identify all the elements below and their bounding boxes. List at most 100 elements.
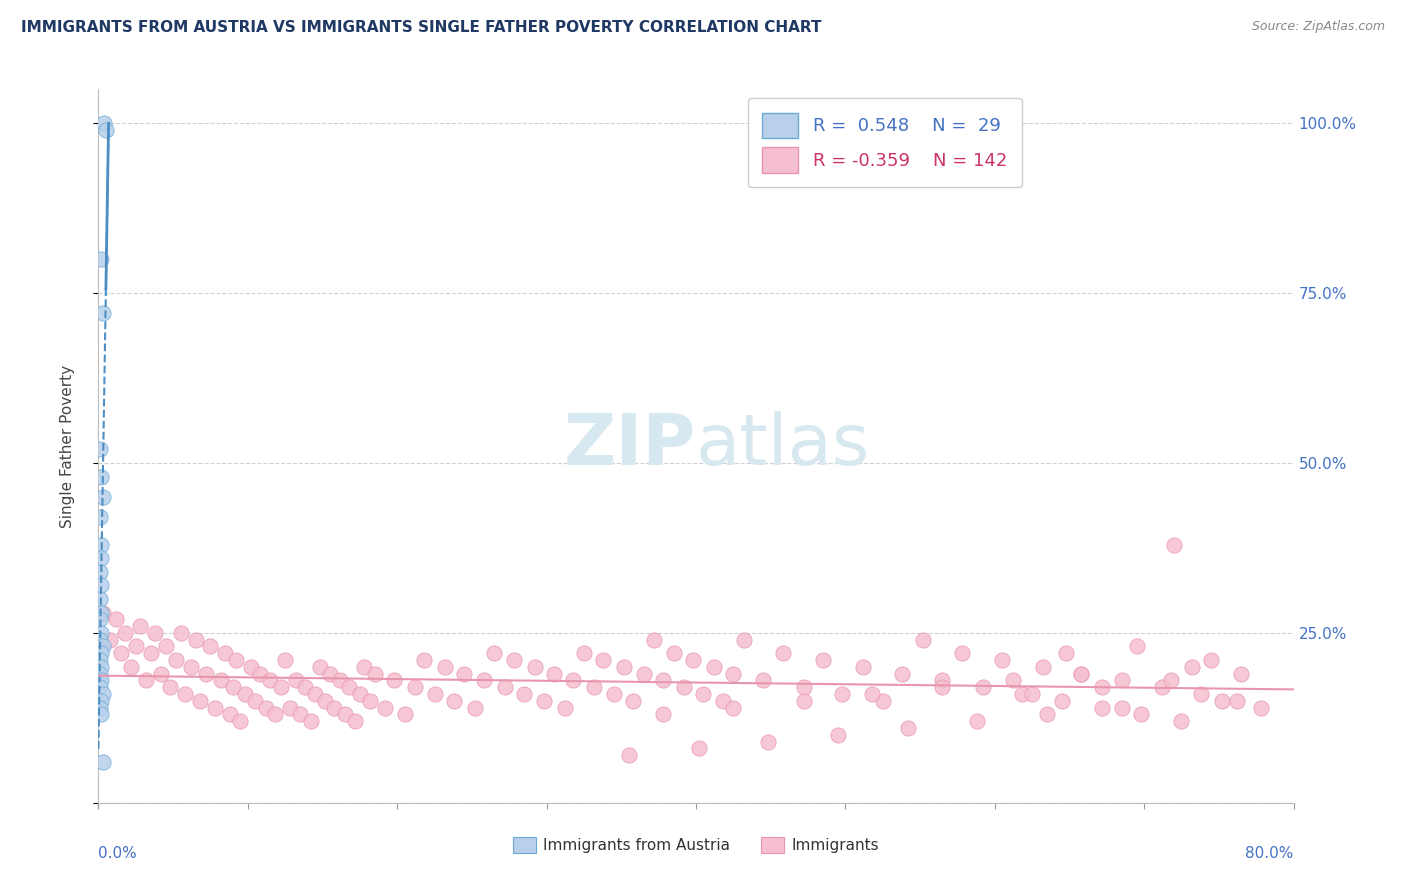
Point — [98, 632, 122, 647]
Point — [94, 123, 117, 137]
Point — [1032, 660, 1054, 674]
Point — [308, 660, 330, 674]
Point — [852, 660, 875, 674]
Point — [484, 646, 506, 660]
Point — [323, 700, 346, 714]
Point — [1189, 687, 1212, 701]
Point — [1152, 680, 1174, 694]
Point — [184, 632, 207, 647]
Point — [89, 653, 111, 667]
Point — [105, 612, 128, 626]
Point — [329, 673, 352, 688]
Point — [652, 673, 675, 688]
Point — [89, 700, 111, 714]
Point — [733, 632, 755, 647]
Point — [1211, 694, 1233, 708]
Point — [114, 626, 136, 640]
Point — [688, 741, 710, 756]
Y-axis label: Single Father Poverty: Single Father Poverty — [60, 365, 75, 527]
Point — [513, 687, 536, 701]
Point — [1070, 666, 1092, 681]
Point — [90, 469, 112, 483]
Point — [259, 673, 281, 688]
Point — [1226, 694, 1249, 708]
Point — [897, 721, 920, 735]
Point — [263, 707, 285, 722]
Point — [872, 694, 894, 708]
Point — [443, 694, 465, 708]
Text: 80.0%: 80.0% — [1246, 846, 1294, 861]
Point — [174, 687, 197, 701]
Point — [315, 694, 337, 708]
Point — [169, 626, 191, 640]
Legend: Immigrants from Austria, Immigrants: Immigrants from Austria, Immigrants — [506, 831, 886, 859]
Point — [89, 680, 111, 694]
Point — [793, 694, 815, 708]
Point — [91, 306, 114, 320]
Point — [204, 700, 226, 714]
Point — [90, 537, 112, 551]
Point — [344, 714, 367, 729]
Point — [195, 666, 218, 681]
Point — [827, 728, 849, 742]
Point — [394, 707, 416, 722]
Point — [991, 653, 1014, 667]
Point — [673, 680, 696, 694]
Point — [353, 660, 375, 674]
Point — [89, 565, 111, 579]
Point — [229, 714, 252, 729]
Point — [254, 700, 277, 714]
Point — [1011, 687, 1033, 701]
Point — [249, 666, 271, 681]
Point — [339, 680, 361, 694]
Point — [1021, 687, 1043, 701]
Point — [233, 687, 256, 701]
Point — [603, 687, 626, 701]
Text: Source: ZipAtlas.com: Source: ZipAtlas.com — [1251, 20, 1385, 33]
Point — [583, 680, 606, 694]
Point — [950, 646, 973, 660]
Point — [703, 660, 725, 674]
Point — [1070, 666, 1092, 681]
Point — [860, 687, 883, 701]
Point — [90, 707, 112, 722]
Point — [592, 653, 614, 667]
Point — [1111, 673, 1133, 688]
Point — [1230, 666, 1253, 681]
Point — [245, 694, 267, 708]
Point — [1181, 660, 1204, 674]
Point — [692, 687, 714, 701]
Point — [621, 694, 644, 708]
Point — [472, 673, 495, 688]
Text: 0.0%: 0.0% — [98, 846, 138, 861]
Point — [278, 700, 301, 714]
Point — [423, 687, 446, 701]
Point — [1160, 673, 1182, 688]
Point — [502, 653, 524, 667]
Point — [723, 666, 745, 681]
Point — [180, 660, 202, 674]
Point — [617, 748, 640, 763]
Point — [333, 707, 356, 722]
Point — [1111, 700, 1133, 714]
Point — [756, 734, 779, 748]
Point — [891, 666, 914, 681]
Point — [494, 680, 516, 694]
Point — [135, 673, 157, 688]
Point — [633, 666, 655, 681]
Point — [1201, 653, 1223, 667]
Point — [91, 687, 114, 701]
Point — [319, 666, 342, 681]
Point — [284, 673, 307, 688]
Point — [1125, 640, 1147, 654]
Point — [110, 646, 132, 660]
Point — [1170, 714, 1192, 729]
Point — [89, 442, 111, 457]
Point — [90, 626, 112, 640]
Point — [1036, 707, 1059, 722]
Point — [150, 666, 173, 681]
Point — [793, 680, 815, 694]
Point — [966, 714, 988, 729]
Point — [349, 687, 371, 701]
Point — [90, 694, 112, 708]
